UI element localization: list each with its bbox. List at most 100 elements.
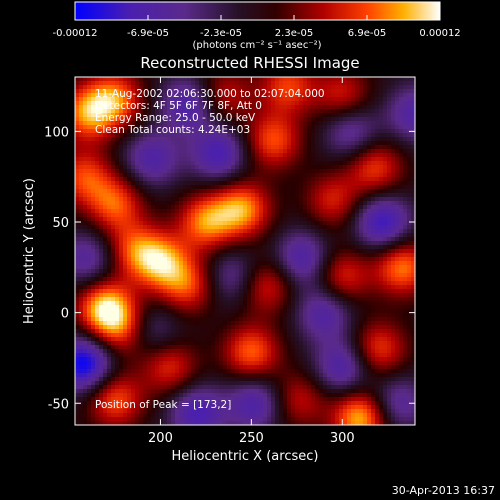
heatmap-cell (311, 117, 315, 121)
heatmap-cell (167, 85, 171, 89)
heatmap-cell (159, 137, 163, 141)
heatmap-cell (351, 237, 355, 241)
heatmap-cell (99, 289, 103, 293)
heatmap-cell (259, 181, 263, 185)
heatmap-cell (95, 265, 99, 269)
heatmap-cell (75, 269, 79, 273)
heatmap-cell (155, 293, 159, 297)
heatmap-cell (171, 305, 175, 309)
heatmap-cell (95, 269, 99, 273)
heatmap-cell (179, 97, 183, 101)
heatmap-cell (243, 157, 247, 161)
heatmap-cell (207, 85, 211, 89)
heatmap-cell (143, 253, 147, 257)
heatmap-cell (111, 209, 115, 213)
heatmap-cell (143, 237, 147, 241)
heatmap-cell (127, 109, 131, 113)
heatmap-cell (359, 249, 363, 253)
heatmap-cell (179, 217, 183, 221)
heatmap-cell (147, 261, 151, 265)
heatmap-cell (107, 241, 111, 245)
heatmap-cell (351, 269, 355, 273)
heatmap-cell (187, 93, 191, 97)
heatmap-cell (395, 201, 399, 205)
heatmap-cell (399, 225, 403, 229)
heatmap-cell (79, 229, 83, 233)
heatmap-cell (375, 149, 379, 153)
heatmap-cell (147, 181, 151, 185)
heatmap-cell (359, 85, 363, 89)
heatmap-cell (183, 153, 187, 157)
heatmap-cell (75, 245, 79, 249)
heatmap-cell (279, 153, 283, 157)
heatmap-cell (203, 109, 207, 113)
heatmap-cell (407, 245, 411, 249)
heatmap-cell (239, 129, 243, 133)
heatmap-cell (195, 201, 199, 205)
heatmap-cell (223, 289, 227, 293)
heatmap-cell (251, 133, 255, 137)
heatmap-cell (351, 125, 355, 129)
heatmap-cell (235, 173, 239, 177)
heatmap-cell (219, 301, 223, 305)
heatmap-cell (331, 181, 335, 185)
heatmap-cell (103, 117, 107, 121)
heatmap-cell (251, 117, 255, 121)
heatmap-cell (223, 137, 227, 141)
heatmap-cell (411, 237, 415, 241)
heatmap-cell (151, 129, 155, 133)
heatmap-cell (247, 205, 251, 209)
heatmap-cell (207, 81, 211, 85)
heatmap-cell (371, 249, 375, 253)
heatmap-cell (103, 189, 107, 193)
heatmap-cell (299, 249, 303, 253)
heatmap-cell (95, 273, 99, 277)
heatmap-cell (239, 97, 243, 101)
heatmap-cell (219, 117, 223, 121)
heatmap-cell (103, 93, 107, 97)
heatmap-cell (295, 181, 299, 185)
heatmap-cell (139, 201, 143, 205)
heatmap-cell (259, 217, 263, 221)
heatmap-cell (111, 273, 115, 277)
heatmap-cell (407, 93, 411, 97)
heatmap-cell (147, 169, 151, 173)
heatmap-cell (223, 89, 227, 93)
heatmap-cell (203, 165, 207, 169)
heatmap-cell (267, 97, 271, 101)
heatmap-cell (387, 189, 391, 193)
heatmap-cell (187, 121, 191, 125)
heatmap-cell (215, 81, 219, 85)
heatmap-cell (251, 189, 255, 193)
heatmap-cell (371, 213, 375, 217)
heatmap-cell (111, 145, 115, 149)
heatmap-cell (207, 201, 211, 205)
heatmap-cell (247, 269, 251, 273)
heatmap-cell (367, 237, 371, 241)
heatmap-cell (123, 81, 127, 85)
heatmap-cell (239, 289, 243, 293)
heatmap-cell (359, 165, 363, 169)
heatmap-cell (91, 273, 95, 277)
heatmap-cell (303, 105, 307, 109)
heatmap-cell (371, 305, 375, 309)
heatmap-cell (291, 173, 295, 177)
heatmap-cell (119, 301, 123, 305)
heatmap-cell (323, 297, 327, 301)
heatmap-cell (123, 213, 127, 217)
heatmap-cell (87, 153, 91, 157)
heatmap-cell (395, 161, 399, 165)
heatmap-cell (255, 269, 259, 273)
heatmap-cell (403, 105, 407, 109)
heatmap-cells (75, 77, 415, 425)
heatmap-cell (135, 269, 139, 273)
heatmap-cell (91, 153, 95, 157)
heatmap-cell (131, 297, 135, 301)
heatmap-cell (183, 133, 187, 137)
heatmap-cell (303, 197, 307, 201)
heatmap-cell (79, 117, 83, 121)
heatmap-cell (227, 225, 231, 229)
heatmap-cell (199, 229, 203, 233)
heatmap-cell (123, 149, 127, 153)
heatmap-cell (135, 261, 139, 265)
